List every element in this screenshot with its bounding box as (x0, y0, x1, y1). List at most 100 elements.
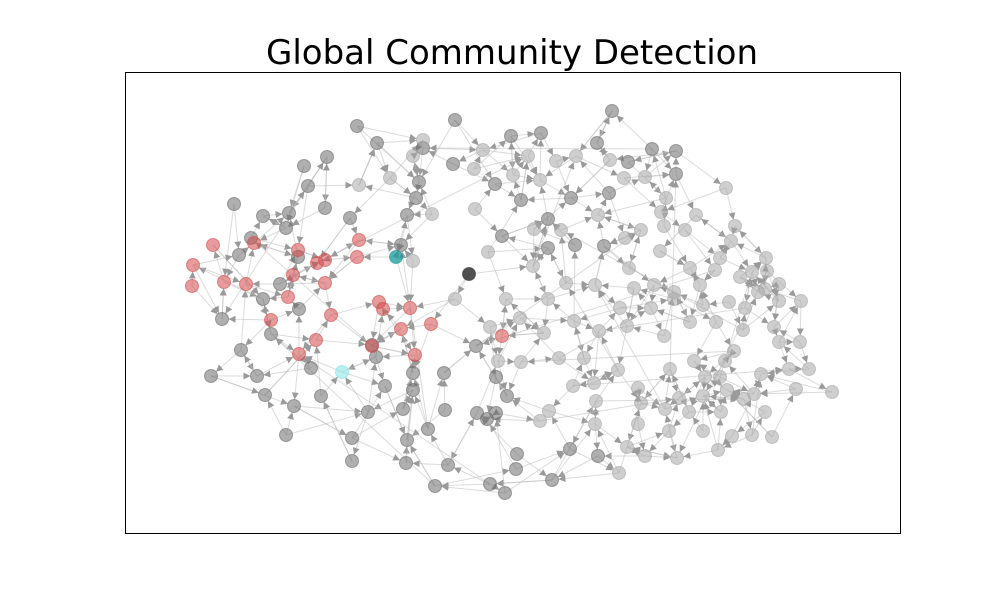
graph-node-light (759, 251, 773, 265)
graph-node-light (667, 292, 681, 306)
graph-edge (468, 264, 527, 275)
graph-node-light (425, 207, 439, 221)
graph-node-light (725, 429, 739, 443)
graph-node-light (491, 354, 505, 368)
graph-edge (619, 297, 668, 309)
graph-node-light (659, 191, 673, 205)
graph-node-dark (568, 238, 582, 252)
graph-edge (376, 307, 411, 341)
graph-node-red (217, 275, 231, 289)
graph-node-light (587, 376, 601, 390)
graph-node-dark (545, 473, 559, 487)
graph-edge (684, 229, 712, 266)
graph-node-light (567, 314, 581, 328)
graph-node-dark (469, 339, 483, 353)
graph-node-light (514, 355, 528, 369)
graph-node-dark (509, 462, 523, 476)
graph-node-light (603, 153, 617, 167)
graph-node-light (683, 261, 697, 275)
graph-node-light (689, 208, 703, 222)
graph-edge (210, 375, 260, 394)
graph-node-light (406, 254, 420, 268)
graph-edge (487, 205, 518, 253)
graph-node-light (537, 326, 551, 340)
graph-node-red (247, 236, 261, 250)
graph-node-dark (227, 197, 241, 211)
graph-edge (406, 298, 456, 327)
plot-frame (125, 72, 901, 534)
graph-node-light (653, 244, 667, 258)
graph-node-light (794, 294, 808, 308)
chart-title: Global Community Detection (266, 33, 758, 73)
graph-node-light (499, 292, 513, 306)
graph-node-dark (495, 229, 509, 243)
graph-edge (616, 115, 653, 150)
graph-edge (473, 139, 507, 170)
graph-node-light (467, 162, 481, 176)
graph-node-light (696, 424, 710, 438)
graph-node-light (683, 315, 697, 329)
graph-node-light (552, 351, 566, 365)
graph-edge (441, 483, 506, 494)
graph-node-dark (304, 361, 318, 375)
graph-edge (430, 323, 471, 344)
graph-node-light (383, 171, 397, 185)
graph-node-dark (256, 209, 270, 223)
graph-edge (192, 264, 220, 314)
graph-node-dark (282, 206, 296, 220)
graph-node-light (765, 430, 779, 444)
graph-node-light (406, 149, 420, 163)
graph-node-dark (343, 211, 357, 225)
graph-edge (788, 368, 827, 390)
graph-node-light (638, 170, 652, 184)
graph-edge (571, 251, 579, 322)
graph-node-light (588, 417, 602, 431)
graph-node-light (687, 354, 701, 368)
graph-node-dark (406, 383, 420, 397)
graph-node-light (758, 405, 772, 419)
graph-node-dark (514, 193, 528, 207)
graph-node-light (663, 362, 677, 376)
graph-node-red (394, 322, 408, 336)
graph-node-light (533, 173, 547, 187)
graph-edge (558, 472, 620, 483)
graph-node-dark (234, 343, 248, 357)
graph-node-light (577, 351, 591, 365)
graph-node-light (566, 379, 580, 393)
graph-edge (222, 203, 235, 276)
graph-edge (652, 155, 667, 199)
graph-node-light (678, 223, 692, 237)
graph-edge (597, 290, 666, 410)
graph-node-dark (510, 447, 524, 461)
graph-edge (320, 217, 351, 259)
graph-node-light (527, 222, 541, 236)
graph-node-light (468, 202, 482, 216)
graph-node-dark (400, 433, 414, 447)
graph-node-dark (301, 179, 315, 193)
graph-edge (703, 402, 719, 451)
graph-node-light (589, 394, 603, 408)
graph-node-light (352, 178, 366, 192)
graph-node-dark (350, 119, 364, 133)
graph-node-dark (498, 486, 512, 500)
graph-edge (487, 251, 505, 294)
graph-node-light (541, 292, 555, 306)
graph-node-dark (399, 456, 413, 470)
graph-node-red (318, 276, 332, 290)
graph-edge (539, 396, 673, 422)
graph-edge (365, 184, 417, 199)
graph-node-light (620, 440, 634, 454)
graph-node-light (554, 223, 568, 237)
graph-edge (604, 197, 667, 216)
graph-node-light (782, 362, 796, 376)
graph-node-light (542, 404, 556, 418)
graph-node-red (403, 301, 417, 315)
graph-node-light (476, 143, 490, 157)
graph-node-red (206, 238, 220, 252)
graph-node-light (754, 367, 768, 381)
graph-node-light (569, 149, 583, 163)
graph-node-light (672, 391, 686, 405)
graph-edge (351, 411, 398, 439)
graph-node-dark (345, 454, 359, 468)
graph-node-red (352, 233, 366, 247)
